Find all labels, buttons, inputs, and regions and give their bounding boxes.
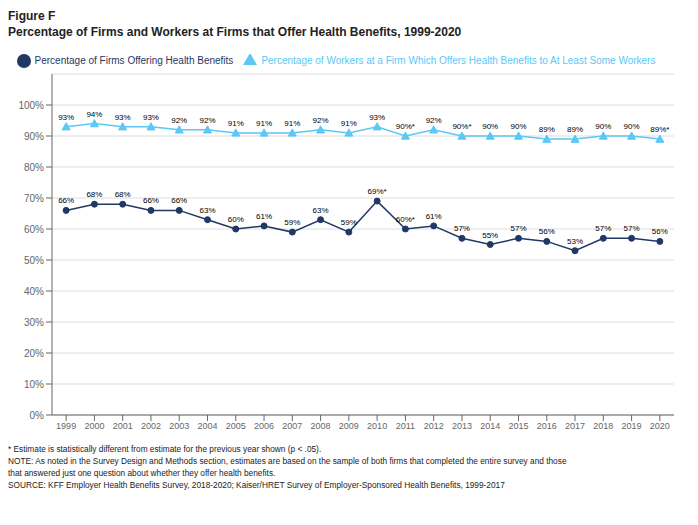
svg-text:63%: 63% (313, 206, 329, 215)
svg-text:57%: 57% (595, 224, 611, 233)
svg-text:2019: 2019 (622, 421, 642, 431)
svg-text:93%: 93% (115, 113, 131, 122)
svg-text:66%: 66% (143, 196, 159, 205)
svg-text:50%: 50% (24, 255, 44, 266)
svg-text:66%: 66% (58, 196, 74, 205)
svg-text:2004: 2004 (197, 421, 217, 431)
svg-text:2006: 2006 (254, 421, 274, 431)
svg-text:2010: 2010 (367, 421, 387, 431)
svg-text:2013: 2013 (452, 421, 472, 431)
svg-text:91%: 91% (228, 119, 244, 128)
svg-text:2017: 2017 (565, 421, 585, 431)
svg-text:20%: 20% (24, 348, 44, 359)
svg-text:1999: 1999 (56, 421, 76, 431)
svg-text:40%: 40% (24, 286, 44, 297)
svg-text:61%: 61% (426, 212, 442, 221)
svg-text:90%: 90% (624, 122, 640, 131)
svg-text:2000: 2000 (84, 421, 104, 431)
svg-text:53%: 53% (567, 237, 583, 246)
html-text:Percentage of Workers at a Fir: Percentage of Workers at a Firm Which Of… (261, 54, 656, 66)
svg-text:92%: 92% (313, 116, 329, 125)
svg-text:92%: 92% (199, 116, 215, 125)
html-text:NOTE: As noted in the Survey D: NOTE: As noted in the Survey Design and … (8, 456, 567, 466)
svg-text:60%: 60% (24, 224, 44, 235)
svg-text:59%: 59% (284, 218, 300, 227)
svg-text:57%: 57% (454, 224, 470, 233)
svg-text:2015: 2015 (508, 421, 528, 431)
svg-text:90%*: 90%* (452, 122, 471, 131)
svg-text:55%: 55% (482, 231, 498, 240)
svg-text:10%: 10% (24, 379, 44, 390)
svg-text:94%: 94% (86, 110, 102, 119)
svg-text:90%: 90% (24, 131, 44, 142)
svg-text:30%: 30% (24, 317, 44, 328)
svg-text:89%*: 89%* (650, 125, 669, 134)
html-text:Figure F: Figure F (8, 9, 56, 23)
svg-text:100%: 100% (18, 100, 44, 111)
svg-text:2011: 2011 (396, 421, 415, 431)
svg-text:2002: 2002 (141, 421, 161, 431)
svg-text:61%: 61% (256, 212, 272, 221)
html-text:* Estimate is statistically di: * Estimate is statistically different fr… (8, 444, 322, 454)
svg-text:90%: 90% (510, 122, 526, 131)
svg-text:57%: 57% (510, 224, 526, 233)
svg-text:80%: 80% (24, 162, 44, 173)
svg-text:91%: 91% (284, 119, 300, 128)
svg-text:56%: 56% (652, 227, 668, 236)
html-text:SOURCE: KFF Employer Health Be: SOURCE: KFF Employer Health Benefits Sur… (8, 480, 505, 490)
html-text:Percentage of Firms and Worker: Percentage of Firms and Workers at Firms… (8, 25, 462, 39)
svg-text:93%: 93% (58, 113, 74, 122)
svg-text:89%: 89% (539, 125, 555, 134)
svg-text:56%: 56% (539, 227, 555, 236)
svg-text:90%: 90% (482, 122, 498, 131)
svg-text:2007: 2007 (282, 421, 302, 431)
svg-text:91%: 91% (341, 119, 357, 128)
svg-text:59%: 59% (341, 218, 357, 227)
svg-text:90%*: 90%* (396, 122, 415, 131)
svg-text:2005: 2005 (226, 421, 246, 431)
svg-text:2016: 2016 (537, 421, 557, 431)
svg-text:68%: 68% (86, 190, 102, 199)
html-text:Percentage of Firms Offering H: Percentage of Firms Offering Health Bene… (34, 54, 234, 66)
svg-text:2020: 2020 (650, 421, 670, 431)
svg-text:93%: 93% (369, 113, 385, 122)
svg-text:2003: 2003 (169, 421, 189, 431)
svg-text:92%: 92% (171, 116, 187, 125)
svg-text:68%: 68% (115, 190, 131, 199)
svg-text:57%: 57% (624, 224, 640, 233)
svg-text:60%: 60% (228, 215, 244, 224)
svg-text:66%: 66% (171, 196, 187, 205)
svg-text:90%: 90% (595, 122, 611, 131)
svg-text:2012: 2012 (424, 421, 444, 431)
svg-text:60%*: 60%* (396, 215, 415, 224)
svg-text:2001: 2001 (113, 421, 133, 431)
svg-text:63%: 63% (199, 206, 215, 215)
svg-text:69%*: 69%* (368, 187, 387, 196)
svg-text:93%: 93% (143, 113, 159, 122)
svg-text:89%: 89% (567, 125, 583, 134)
svg-text:0%: 0% (30, 410, 45, 421)
svg-text:70%: 70% (24, 193, 44, 204)
svg-text:2008: 2008 (311, 421, 331, 431)
svg-text:91%: 91% (256, 119, 272, 128)
svg-text:92%: 92% (426, 116, 442, 125)
svg-text:2018: 2018 (593, 421, 613, 431)
html-text:that answered just one questio: that answered just one question about wh… (8, 468, 276, 478)
svg-text:2014: 2014 (480, 421, 500, 431)
svg-text:2009: 2009 (339, 421, 359, 431)
